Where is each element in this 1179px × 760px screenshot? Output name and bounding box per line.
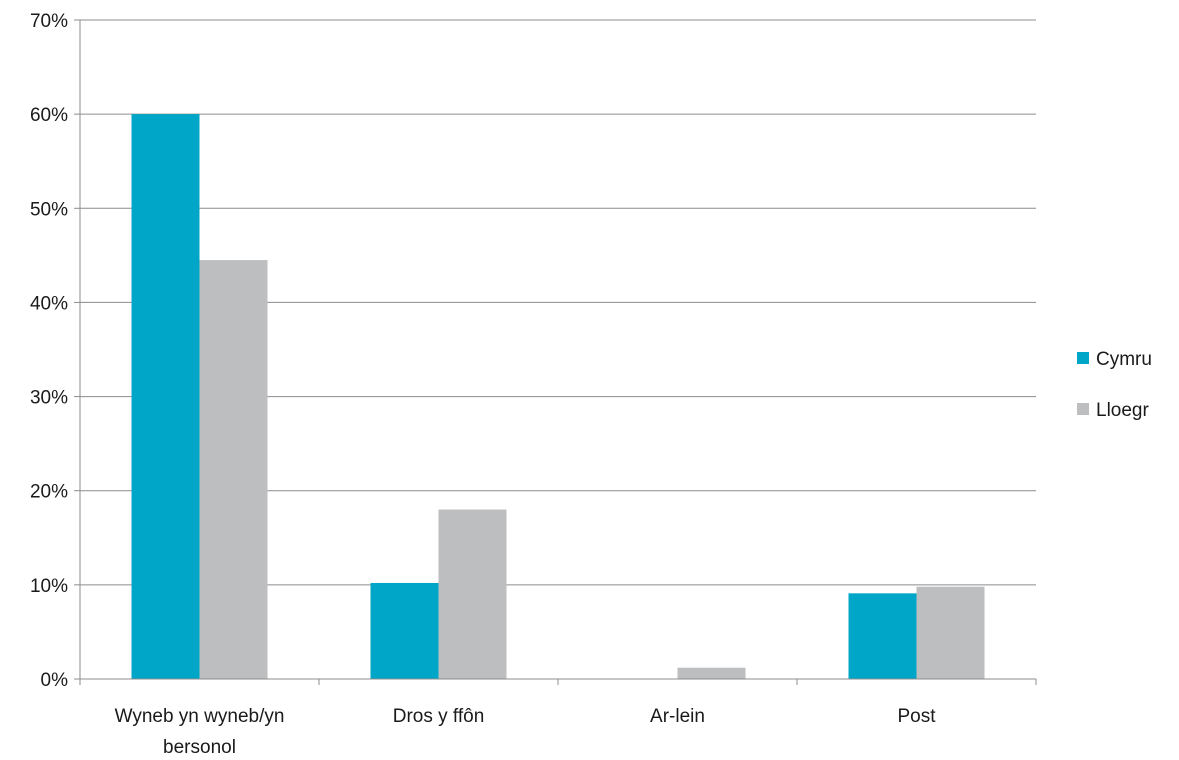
bar-cymru-0 (131, 114, 200, 679)
y-tick-label: 10% (30, 576, 68, 597)
x-tick-label: Dros y ffôn (393, 706, 485, 727)
legend-label-lloegr: Lloegr (1096, 400, 1149, 421)
x-tick-label-line: Ar-lein (650, 706, 705, 727)
bar-lloegr-0 (199, 260, 268, 679)
legend: Cymru Lloegr (1077, 349, 1152, 421)
y-tick-label: 50% (30, 199, 68, 220)
y-tick-label: 20% (30, 482, 68, 503)
bar-lloegr-2 (677, 667, 746, 679)
bar-cymru-1 (370, 582, 439, 679)
y-tick-label: 0% (41, 670, 69, 691)
bar-cymru-3 (848, 593, 917, 679)
bars (131, 114, 985, 679)
y-tick-label: 30% (30, 388, 68, 409)
x-axis-tick-labels: Wyneb yn wyneb/yn bersonol Dros y ffôn Ar-l… (115, 706, 937, 758)
x-tick-label-line: bersonol (163, 737, 236, 758)
bar-lloegr-1 (438, 509, 507, 679)
x-tick-label-line: Dros y ffôn (393, 706, 485, 727)
legend-swatch-cymru (1077, 352, 1089, 364)
legend-swatch-lloegr (1077, 403, 1089, 415)
x-tick-label-line: Wyneb yn wyneb/yn (115, 706, 285, 727)
legend-label-cymru: Cymru (1096, 349, 1152, 370)
x-tick-label: Ar-lein (650, 706, 705, 727)
y-tick-label: 60% (30, 105, 68, 126)
y-tick-label: 70% (30, 11, 68, 32)
x-tick-label-line: Post (897, 706, 936, 727)
y-axis-tick-labels: 0% 10% 20% 30% 40% 50% 60% 70% (30, 11, 68, 691)
bar-lloegr-3 (916, 586, 985, 679)
x-tick-label: Wyneb yn wyneb/yn bersonol (115, 706, 285, 758)
axes (74, 19, 1037, 685)
y-tick-label: 40% (30, 293, 68, 314)
x-tick-label: Post (897, 706, 936, 727)
